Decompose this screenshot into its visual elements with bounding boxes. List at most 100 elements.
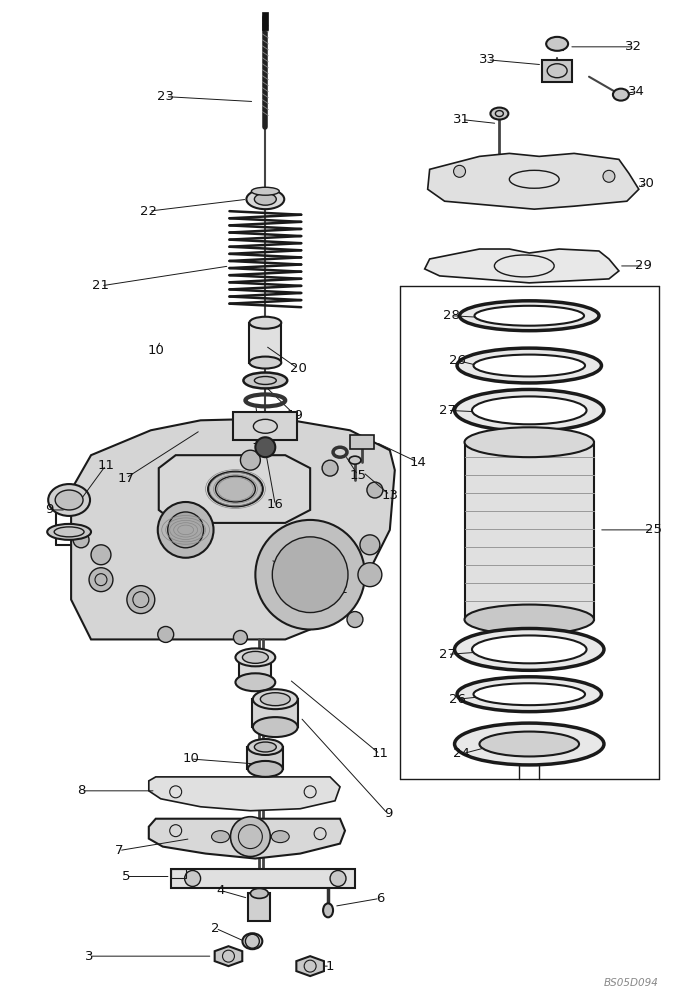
Ellipse shape [255,742,276,752]
Circle shape [185,871,201,886]
Bar [248,747,283,769]
Ellipse shape [253,689,298,709]
Ellipse shape [249,317,281,329]
Circle shape [255,520,365,629]
Circle shape [167,512,203,548]
Ellipse shape [215,476,255,502]
Ellipse shape [473,683,585,705]
Text: BS05D094: BS05D094 [604,978,659,988]
Text: 19: 19 [286,409,304,422]
Text: 9: 9 [383,807,392,820]
Ellipse shape [244,373,287,388]
Text: 28: 28 [443,309,460,322]
Text: 27: 27 [439,648,456,661]
Circle shape [347,612,363,627]
Bar [171,869,355,888]
Ellipse shape [457,348,601,383]
Ellipse shape [323,903,333,917]
Text: 10: 10 [147,344,164,357]
Text: 26: 26 [449,354,466,367]
Ellipse shape [212,831,230,843]
Ellipse shape [47,524,91,540]
Polygon shape [71,418,395,639]
Text: 29: 29 [635,259,653,272]
Bar [350,435,374,449]
Circle shape [330,871,346,886]
Ellipse shape [255,193,276,205]
Polygon shape [464,442,594,620]
Ellipse shape [242,651,268,663]
Circle shape [360,535,380,555]
Circle shape [89,568,113,592]
Ellipse shape [260,693,290,706]
Ellipse shape [349,456,361,464]
Circle shape [358,563,382,587]
Ellipse shape [546,37,568,51]
Text: 11: 11 [372,747,388,760]
Text: 13: 13 [381,489,399,502]
Text: 14: 14 [409,456,426,469]
Polygon shape [149,819,345,859]
Ellipse shape [248,739,283,755]
Ellipse shape [271,831,289,843]
Text: 18: 18 [252,434,268,447]
Text: 1: 1 [326,960,334,973]
Text: 34: 34 [628,85,645,98]
Circle shape [453,165,466,177]
Ellipse shape [455,723,604,765]
Text: 30: 30 [638,177,655,190]
Circle shape [158,626,174,642]
Bar [253,699,298,727]
Text: 11: 11 [98,459,114,472]
Text: 10: 10 [182,752,199,765]
Text: 26: 26 [449,693,466,706]
Circle shape [603,170,615,182]
Ellipse shape [480,732,579,756]
Text: 23: 23 [157,90,174,103]
Circle shape [230,817,271,857]
Bar [248,893,271,921]
Text: 6: 6 [376,892,384,905]
Ellipse shape [48,484,90,516]
Polygon shape [296,956,324,976]
Ellipse shape [475,306,584,326]
Text: 20: 20 [290,362,307,375]
Text: 25: 25 [645,523,662,536]
Text: 24: 24 [453,747,470,760]
Text: 32: 32 [626,40,642,53]
Circle shape [233,630,248,644]
Bar [239,657,271,682]
Polygon shape [158,455,310,523]
Ellipse shape [472,396,587,424]
Bar [233,412,297,440]
Text: 27: 27 [439,404,456,417]
Text: 17: 17 [118,472,134,485]
Text: 5: 5 [122,870,130,883]
Text: 7: 7 [115,844,123,857]
Bar [249,323,281,363]
Ellipse shape [55,490,83,510]
Text: 9: 9 [45,503,53,516]
Ellipse shape [472,635,587,663]
Text: 21: 21 [93,279,109,292]
Ellipse shape [613,89,629,101]
Text: 4: 4 [217,884,225,897]
Ellipse shape [459,301,599,331]
Ellipse shape [251,888,268,898]
Circle shape [91,545,111,565]
Bar [543,60,572,82]
Polygon shape [215,946,242,966]
Ellipse shape [253,717,298,737]
Ellipse shape [455,389,604,431]
Circle shape [272,537,348,613]
Circle shape [240,450,260,470]
Circle shape [73,532,89,548]
Text: 15: 15 [349,469,367,482]
Ellipse shape [242,933,262,949]
Circle shape [127,586,155,614]
Ellipse shape [473,355,585,376]
Ellipse shape [251,187,280,195]
Bar [262,12,268,30]
Ellipse shape [248,761,283,777]
Circle shape [322,460,338,476]
